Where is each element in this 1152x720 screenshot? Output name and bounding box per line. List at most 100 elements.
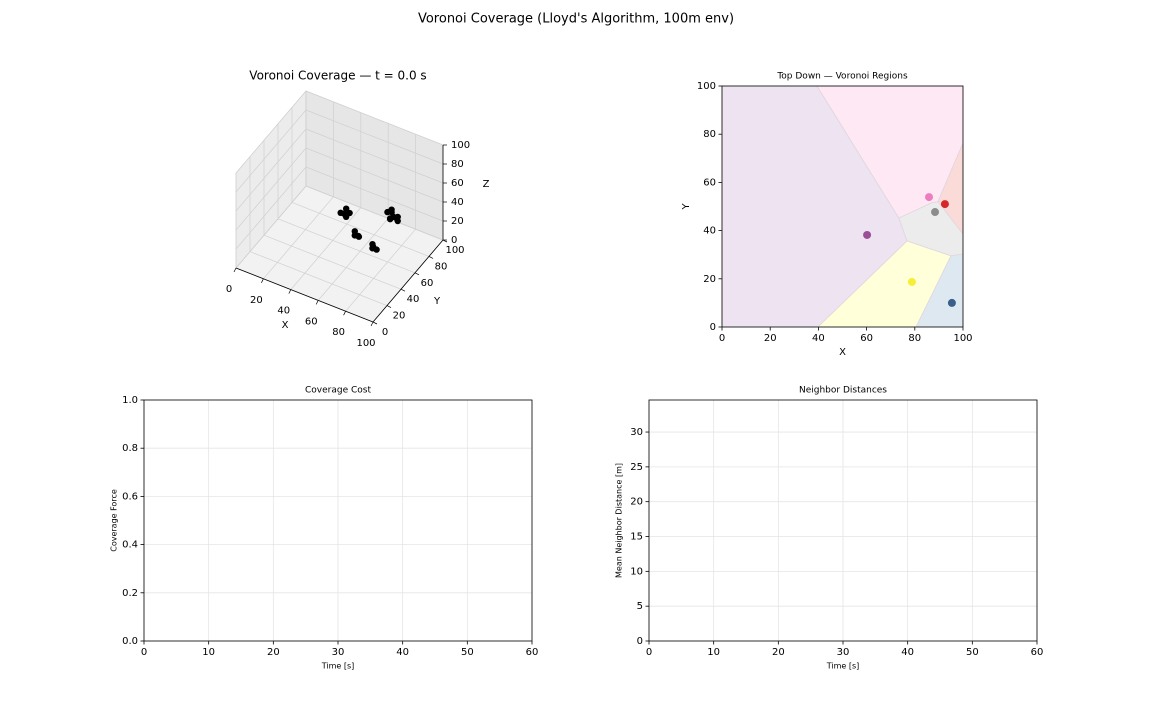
agent-point	[343, 205, 350, 212]
grid-line	[235, 90, 307, 174]
axes-title: Voronoi Coverage — t = 0.0 s	[249, 69, 426, 83]
x-tick-label: 80	[332, 327, 345, 338]
x-tick-label: 10	[707, 647, 720, 658]
grid-line	[305, 109, 444, 165]
y-axis-label: Y	[681, 203, 692, 211]
x-tick	[343, 311, 346, 316]
y-tick-label: 0	[710, 322, 716, 333]
y-axis-label: Coverage Force	[110, 489, 119, 552]
x-tick-label: 20	[267, 647, 280, 658]
grid-line	[235, 128, 307, 212]
x-tick-label: 50	[461, 647, 474, 658]
x-tick-label: 60	[1031, 647, 1044, 658]
axes-frame	[648, 399, 1038, 642]
x-tick-label: 10	[202, 647, 215, 658]
agent-point	[907, 277, 916, 286]
y-tick-label: 40	[703, 226, 716, 237]
axes-title: Coverage Cost	[305, 386, 371, 396]
grid-line	[235, 147, 307, 231]
y-tick-label: 0.6	[122, 491, 138, 502]
y-tick-label: 1.0	[122, 395, 138, 406]
grid-line	[249, 251, 388, 306]
x-tick	[288, 289, 292, 294]
y-tick-label: 0.2	[122, 588, 138, 599]
grid-line	[263, 234, 402, 290]
y-tick-label: 40	[407, 294, 420, 305]
agent-point	[369, 240, 376, 248]
y-tick-label: 100	[445, 245, 464, 256]
grid-line	[290, 207, 362, 290]
x-tick-label: 60	[860, 333, 873, 344]
grid-line	[305, 128, 444, 184]
axes: 0 10 20 30 40 50 60 0 5 10 15 20 25 30 Neighbor Distan…	[615, 386, 1044, 671]
y-tick-label: 15	[630, 532, 643, 543]
z-tick-label: 20	[451, 216, 464, 227]
agent-point	[390, 213, 397, 221]
x-tick-label: 20	[250, 295, 263, 306]
grid-line	[235, 185, 307, 269]
agent-point	[925, 193, 934, 202]
agent-point	[863, 230, 872, 239]
x-tick	[261, 278, 264, 283]
x-tick-label: 50	[966, 647, 979, 658]
x-tick-label: 0	[646, 647, 652, 658]
x-tick-label: 40	[396, 647, 409, 658]
agent-point	[388, 206, 395, 213]
grid-line	[291, 202, 430, 257]
agent-point	[340, 210, 348, 217]
y-tick-label: 20	[630, 497, 643, 508]
x-axis-label: Time [s]	[321, 662, 355, 671]
y-tick-label: 10	[630, 566, 643, 577]
y-tick	[400, 288, 406, 292]
y-tick-label: 60	[703, 177, 716, 188]
z-tick-label: 0	[451, 235, 457, 246]
x-axis-line	[235, 267, 374, 323]
agent-point	[351, 228, 358, 235]
y-tick-label: 30	[630, 427, 643, 438]
agent-point	[354, 232, 362, 240]
y-tick-label: 20	[703, 274, 716, 285]
axes-frame	[721, 85, 964, 328]
x-tick-label: 0	[226, 284, 232, 295]
x-tick	[315, 300, 319, 305]
y-tick-label: 80	[703, 129, 716, 140]
grid-line	[305, 166, 444, 222]
x-tick-label: 60	[305, 316, 318, 327]
x-tick-label: 30	[332, 647, 345, 658]
z-tick-label: 100	[451, 140, 470, 151]
y-tick	[372, 321, 378, 325]
y-tick-label: 20	[393, 311, 406, 322]
x-tick-label: 20	[772, 647, 785, 658]
y-tick-label: 0.4	[122, 540, 138, 551]
z-tick-label: 80	[451, 159, 464, 170]
axes-title: Neighbor Distances	[799, 386, 887, 396]
x-axis-label: X	[839, 347, 846, 358]
y-tick-label: 80	[435, 261, 448, 272]
x-tick-label: 40	[812, 333, 825, 344]
grid-line	[305, 90, 444, 146]
y-tick-label: 25	[630, 462, 643, 473]
agent-point	[346, 209, 353, 217]
x-tick-label: 0	[141, 647, 147, 658]
grid-line	[305, 185, 444, 241]
z-tick-label: 60	[451, 178, 464, 189]
x-tick	[370, 321, 374, 327]
y-tick	[414, 272, 420, 276]
y-axis-line	[372, 239, 444, 323]
x-axis-label: X	[282, 320, 289, 331]
agent-point	[940, 200, 949, 209]
y-axis-label: Mean Neighbor Distance [m]	[615, 463, 624, 578]
y-tick	[428, 256, 434, 259]
grid-line	[263, 196, 334, 280]
x-axis-label: Time [s]	[826, 662, 860, 671]
axes-title: Top Down — Voronoi Regions	[776, 72, 908, 82]
y-tick-label: 0.0	[122, 636, 138, 647]
agent-point	[394, 217, 401, 225]
axes: 0 20 40 60 80 100 0 20 40 60 80 100 Top Down — Voron…	[681, 72, 973, 359]
y-tick-label: 100	[697, 81, 716, 92]
y-tick-label: 5	[637, 601, 643, 612]
axes: 0 10 20 30 40 50 60 0.0 0.2 0.4 0.6 0.8 1.0 Coverage …	[110, 386, 539, 671]
x-tick-label: 100	[953, 333, 972, 344]
